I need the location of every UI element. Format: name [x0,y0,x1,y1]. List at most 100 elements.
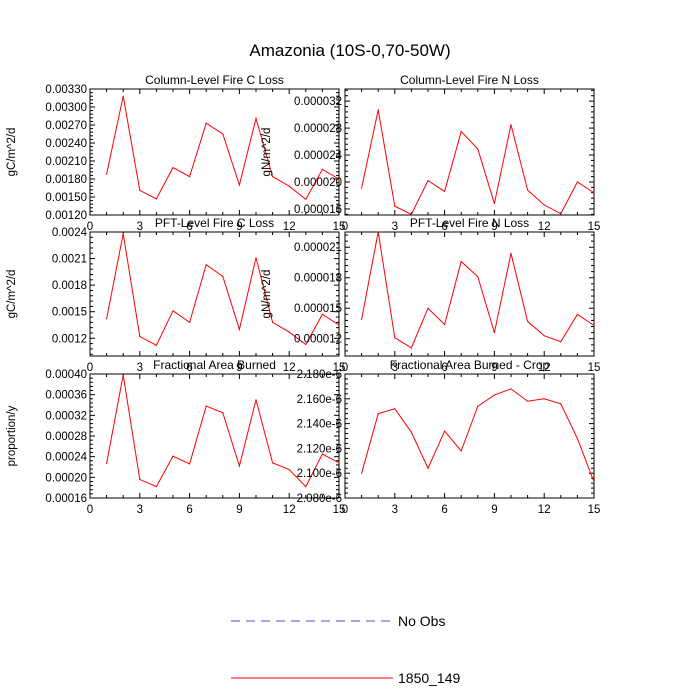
data-point [527,320,529,323]
plot-frame [344,373,595,499]
x-tick-label: 12 [283,221,296,233]
x-tick-label: 0 [87,504,93,516]
data-point [410,431,412,433]
data-point [205,122,207,124]
x-tick-label: 3 [137,504,143,516]
x-tick-label: 3 [137,362,143,374]
y-tick-label: 0.000012 [294,334,342,346]
data-point [122,374,124,376]
y-axis-label: gC/m^2/d [6,128,18,177]
y-tick-label: 0.000015 [294,303,342,315]
data-point [222,275,224,277]
x-tick-label: 3 [392,504,398,516]
panel-title: PFT-Level Fire C Loss [155,216,274,230]
panel-3: PFT-Level Fire C Loss 0 3 6 9 12 15 0.0012 0.001… [6,216,345,374]
data-point [172,310,174,312]
x-tick-label: 9 [236,221,242,233]
x-tick-label: 15 [333,362,346,374]
x-tick-label: 12 [283,504,296,516]
data-point [122,95,124,97]
data-point [477,276,479,278]
x-tick-label: 0 [342,362,348,374]
data-point [543,398,545,400]
x-tick-label: 3 [392,221,398,233]
y-tick-label: 0.000028 [294,123,342,135]
legend-label: 1850_149 [398,670,461,686]
data-point [593,192,595,194]
data-point [305,343,307,346]
panel-title: Column-Level Fire C Loss [145,73,284,87]
data-point [189,463,191,465]
data-point [338,324,340,326]
data-point [321,313,323,315]
legend-label: No Obs [398,613,445,629]
data-point [543,335,545,337]
data-point [576,181,579,183]
y-axis-label: gN/m^2/d [261,128,273,177]
data-point [576,313,579,315]
data-point [238,184,240,186]
x-tick-label: 15 [588,221,601,233]
data-point [477,405,479,407]
panel-5: Fractional Area Burned 0 3 6 9 12 15 0.00016 0.0… [6,358,345,516]
y-tick-label: 2.100e-6 [297,468,342,480]
data-point [155,344,157,346]
figure-title: Amazonia (10S-0,70-50W) [249,41,450,60]
data-point [361,187,363,189]
x-tick-label: 6 [441,504,447,516]
data-point [394,337,396,339]
legend: No Obs 1850_149 [231,613,461,686]
y-tick-label: 0.00300 [45,102,87,114]
data-point [189,176,191,178]
data-point [155,486,157,488]
data-point [222,133,224,135]
panel-4: PFT-Level Fire N Loss 0 3 6 9 12 15 0.000012 0.0… [261,216,600,374]
data-point [460,260,462,263]
y-tick-label: 0.00240 [45,138,87,150]
data-point [477,148,479,150]
data-point [361,318,363,321]
y-tick-label: 0.0021 [52,254,87,266]
y-tick-label: 2.080e-6 [297,493,342,505]
panel-title: PFT-Level Fire N Loss [410,216,529,230]
data-point [338,462,340,464]
data-point [427,307,429,309]
panel-title: Fractional Area Burned - Crop [390,358,550,372]
panel-title: Column-Level Fire N Loss [400,73,539,87]
data-point [493,202,495,205]
data-point [238,465,240,467]
data-point [543,204,545,206]
data-point [377,413,379,415]
data-point [338,178,340,180]
y-tick-label: 0.00024 [45,452,87,464]
y-tick-label: 0.00210 [45,156,87,168]
x-tick-label: 15 [333,221,346,233]
x-tick-label: 6 [186,362,192,374]
series-line-1850_149 [361,388,595,483]
data-point [255,257,257,259]
data-point [527,189,529,191]
y-axis-label: gN/m^2/d [261,270,273,319]
data-point [122,233,124,235]
x-tick-label: 6 [441,221,447,233]
x-tick-label: 15 [588,362,601,374]
data-point [305,486,307,488]
y-tick-label: 0.00032 [45,410,87,422]
data-point [444,323,446,326]
data-point [444,190,446,193]
x-tick-label: 9 [491,504,497,516]
data-point [593,324,595,327]
data-point [510,388,512,390]
data-point [288,331,290,333]
data-point [255,399,257,401]
data-point [321,168,323,170]
y-axis-label: gC/m^2/d [6,270,18,319]
data-point [172,455,174,457]
data-point [460,450,462,452]
data-point [321,453,323,455]
x-tick-label: 15 [333,504,346,516]
data-point [155,198,157,200]
